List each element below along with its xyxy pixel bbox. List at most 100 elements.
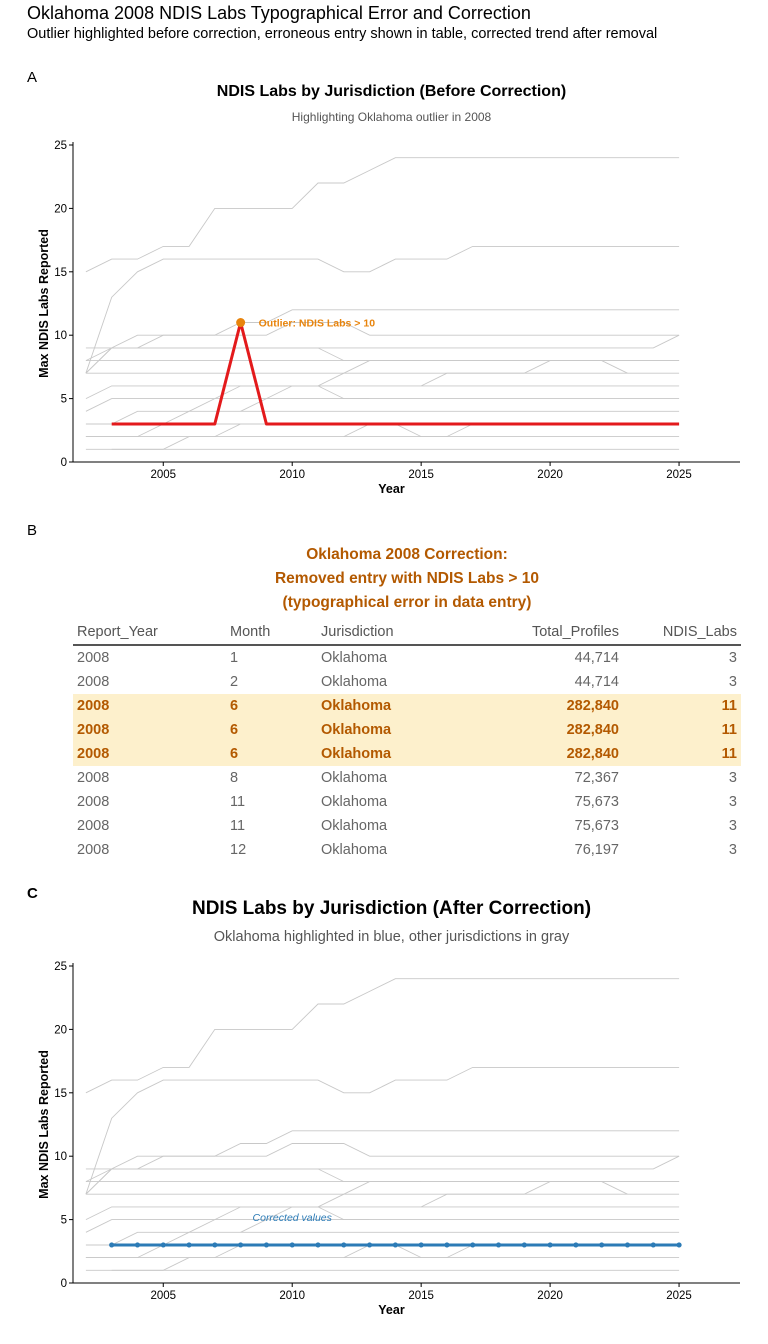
panel-letter-a: A (27, 69, 38, 86)
background-series-line (85, 1168, 680, 1183)
table-cell-month: 8 (230, 770, 239, 786)
background-series-line (163, 1206, 370, 1246)
table-title-line: Removed entry with NDIS Labs > 10 (274, 570, 539, 587)
table-cell-report-year: 2008 (73, 742, 226, 766)
y-tick-label: 0 (61, 1278, 67, 1290)
y-axis-label: Max NDIS Labs Reported (37, 229, 51, 378)
x-tick-label: 2020 (537, 1290, 563, 1302)
y-tick-label: 10 (54, 330, 67, 342)
table-cell-report-year: 2008 (77, 842, 110, 858)
outlier-marker (236, 318, 246, 328)
background-series-line (111, 423, 293, 450)
y-tick-label: 20 (54, 1024, 67, 1036)
chart-subtitle: Highlighting Oklahoma outlier in 2008 (292, 110, 492, 124)
highlight-point (573, 1242, 579, 1248)
table-cell-total-profiles: 282,840 (445, 718, 623, 742)
highlight-point (547, 1242, 553, 1248)
highlight-point (186, 1242, 192, 1248)
table-cell-report-year: 2008 (77, 818, 110, 834)
table-cell-jurisdiction: Oklahoma (317, 742, 445, 766)
table-cell-jurisdiction: Oklahoma (321, 818, 388, 834)
table-cell-month: 12 (230, 842, 247, 858)
corrected-values-annotation: Corrected values (253, 1212, 333, 1224)
table-title: Oklahoma 2008 Correction: Removed entry … (72, 543, 742, 615)
highlight-point (341, 1242, 347, 1248)
background-series-line (85, 1231, 680, 1246)
background-series-line (163, 385, 370, 425)
table-cell-report-year: 2008 (73, 694, 226, 718)
x-tick-label: 2015 (408, 469, 434, 481)
highlight-point (470, 1242, 476, 1248)
table-cell-ndis-labs: 3 (728, 818, 737, 834)
table-cell-month: 6 (226, 742, 317, 766)
table-cell-jurisdiction: Oklahoma (321, 650, 388, 666)
panel-letter-b: B (27, 522, 38, 539)
table-row: 2008 8 Oklahoma 72,367 3 (73, 766, 741, 790)
chart-subtitle: Oklahoma highlighted in blue, other juri… (214, 929, 570, 945)
column-header: Jurisdiction (317, 620, 445, 646)
chart-before-correction: NDIS Labs by Jurisdiction (Before Correc… (37, 83, 740, 496)
background-series-line (85, 1206, 680, 1221)
table-row: 2008 11 Oklahoma 75,673 3 (73, 790, 741, 814)
y-tick-label: 5 (61, 394, 67, 406)
chart-title: NDIS Labs by Jurisdiction (After Correct… (192, 898, 591, 919)
table-cell-total-profiles: 72,367 (574, 770, 619, 786)
background-series-line (85, 978, 680, 1094)
highlight-point (495, 1242, 502, 1248)
background-series-line (85, 347, 680, 362)
background-series-line (85, 1219, 680, 1233)
table-row-highlighted: 2008 6 Oklahoma 282,840 11 (73, 718, 741, 742)
table-row: 2008 1 Oklahoma 44,714 3 (73, 645, 741, 670)
y-tick-label: 20 (54, 203, 67, 215)
table-cell-month: 6 (226, 718, 317, 742)
highlight-point (212, 1242, 218, 1248)
correction-table: Report_Year Month Jurisdiction Total_Pro… (73, 620, 741, 862)
table-cell-jurisdiction: Oklahoma (321, 674, 388, 690)
highlight-point (263, 1242, 270, 1248)
x-tick-label: 2025 (666, 1290, 692, 1302)
table-cell-ndis-labs: 3 (728, 674, 737, 690)
highlight-point (676, 1242, 682, 1248)
table-cell-month: 11 (230, 794, 246, 810)
table-cell-ndis-labs: 3 (728, 794, 737, 810)
highlight-point (624, 1242, 631, 1248)
x-tick-label: 2020 (537, 469, 563, 481)
table-cell-ndis-labs: 3 (728, 770, 737, 786)
background-series-line (85, 1244, 680, 1259)
table-title-line: Oklahoma 2008 Correction: (306, 546, 508, 563)
table-cell-month: 2 (230, 674, 239, 690)
y-tick-label: 10 (54, 1151, 67, 1163)
highlight-point (521, 1242, 527, 1248)
table-cell-month: 1 (230, 650, 239, 666)
x-axis-label: Year (378, 1303, 405, 1317)
background-series-line (85, 309, 680, 374)
background-series-line (85, 410, 680, 425)
table-cell-jurisdiction: Oklahoma (317, 718, 445, 742)
table-cell-report-year: 2008 (77, 770, 110, 786)
table-cell-jurisdiction: Oklahoma (321, 770, 388, 786)
table-cell-report-year: 2008 (77, 674, 110, 690)
table-cell-month: 11 (230, 818, 246, 834)
background-series-line (85, 157, 680, 273)
table-row: 2008 12 Oklahoma 76,197 3 (73, 838, 741, 862)
background-series-line (85, 245, 680, 374)
highlight-point (238, 1242, 244, 1248)
table-cell-jurisdiction: Oklahoma (317, 694, 445, 718)
x-tick-label: 2005 (150, 469, 176, 481)
table-cell-month: 6 (226, 694, 317, 718)
background-series-line (343, 1244, 473, 1259)
background-series-line (343, 423, 473, 438)
table-cell-total-profiles: 282,840 (445, 694, 623, 718)
table-cell-jurisdiction: Oklahoma (321, 794, 388, 810)
x-tick-label: 2005 (150, 1290, 176, 1302)
highlight-point (109, 1242, 115, 1248)
table-cell-ndis-labs: 3 (728, 842, 737, 858)
background-series-line (85, 385, 680, 400)
column-header: Total_Profiles (445, 620, 623, 646)
table-cell-total-profiles: 282,840 (445, 742, 623, 766)
table-cell-total-profiles: 44,714 (574, 674, 619, 690)
y-tick-label: 0 (61, 457, 67, 469)
table-row-highlighted: 2008 6 Oklahoma 282,840 11 (73, 694, 741, 718)
background-series-line (85, 322, 680, 374)
table-row: 2008 11 Oklahoma 75,673 3 (73, 814, 741, 838)
